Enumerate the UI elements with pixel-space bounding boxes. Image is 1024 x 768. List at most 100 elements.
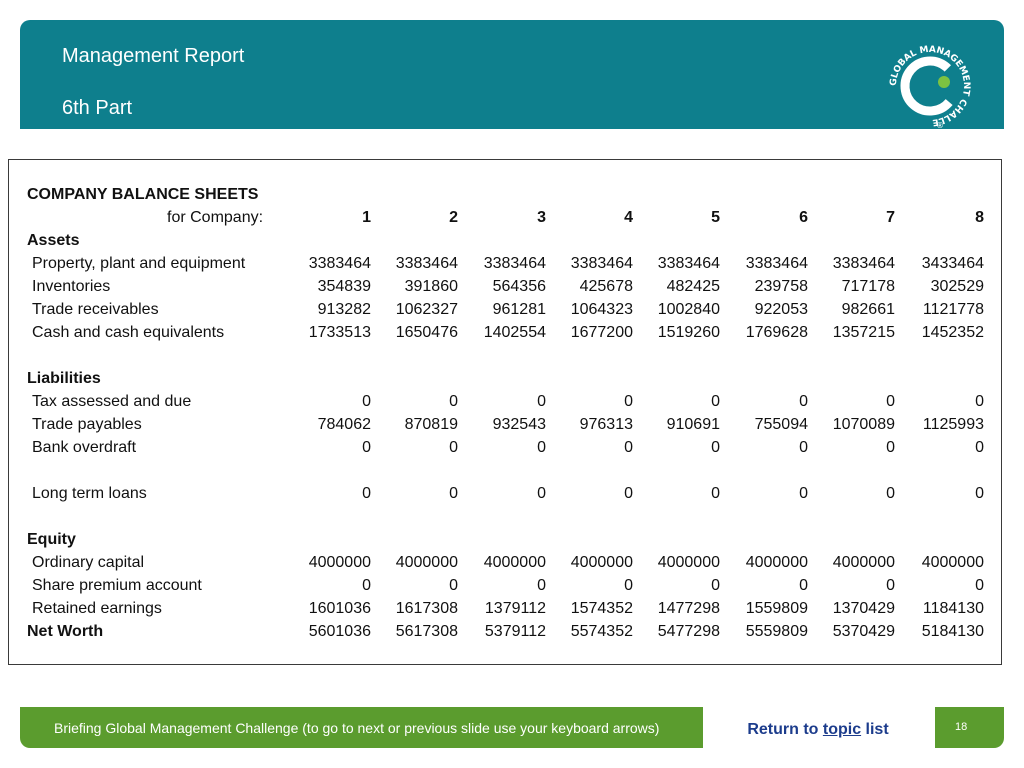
company-number: 4 xyxy=(624,209,633,226)
row-value: 0 xyxy=(624,577,633,594)
row-value: 4000000 xyxy=(745,554,808,571)
row-value: 1452352 xyxy=(921,324,984,341)
row-value: 0 xyxy=(711,485,720,502)
row-value: 0 xyxy=(975,485,984,502)
section-heading: Liabilities xyxy=(27,370,101,387)
row-value: 0 xyxy=(886,439,895,456)
row-value: 976313 xyxy=(579,416,633,433)
row-value: 1184130 xyxy=(922,600,984,617)
row-label: Inventories xyxy=(32,278,111,295)
net-worth-value: 5184130 xyxy=(921,623,984,640)
net-worth-value: 5617308 xyxy=(395,623,458,640)
row-value: 482425 xyxy=(666,278,720,295)
row-value: 3383464 xyxy=(308,255,371,272)
company-number: 1 xyxy=(362,209,371,226)
row-label: Ordinary capital xyxy=(32,554,145,571)
row-value: 1402554 xyxy=(483,324,546,341)
row-value: 1617308 xyxy=(395,600,458,617)
row-value: 1121778 xyxy=(922,301,984,318)
return-to-topic-list: Return to topic list xyxy=(703,707,933,748)
row-value: 0 xyxy=(624,439,633,456)
row-value: 0 xyxy=(711,577,720,594)
row-value: 0 xyxy=(799,393,808,410)
row-value: 755094 xyxy=(754,416,808,433)
row-value: 0 xyxy=(886,393,895,410)
row-value: 0 xyxy=(799,485,808,502)
company-number: 3 xyxy=(537,209,546,226)
row-value: 4000000 xyxy=(832,554,895,571)
row-value: 0 xyxy=(449,577,458,594)
row-value: 1733513 xyxy=(308,324,371,341)
row-value: 0 xyxy=(537,439,546,456)
section-heading: Equity xyxy=(27,531,76,548)
gmc-logo: GLOBAL MANAGEMENT CHALLENGE GC ® xyxy=(882,38,971,130)
row-value: 0 xyxy=(362,485,371,502)
section-heading: Assets xyxy=(27,232,80,249)
row-value: 4000000 xyxy=(657,554,720,571)
company-number: 5 xyxy=(711,209,720,226)
row-value: 1070089 xyxy=(832,416,895,433)
row-value: 391860 xyxy=(404,278,458,295)
row-value: 3383464 xyxy=(395,255,458,272)
row-value: 4000000 xyxy=(395,554,458,571)
row-label: Retained earnings xyxy=(32,600,162,617)
row-value: 0 xyxy=(537,393,546,410)
company-number: 2 xyxy=(449,209,458,226)
page-number: 18 xyxy=(955,721,968,733)
row-value: 0 xyxy=(449,439,458,456)
net-worth-value: 5379112 xyxy=(484,623,546,640)
row-value: 0 xyxy=(975,439,984,456)
slide-footer: Briefing Global Management Challenge (to… xyxy=(20,707,1004,748)
row-value: 0 xyxy=(886,485,895,502)
row-value: 982661 xyxy=(841,301,895,318)
topic-link[interactable]: topic xyxy=(822,721,862,738)
row-label: Cash and cash equivalents xyxy=(32,324,225,341)
row-value: 1125993 xyxy=(922,416,984,433)
net-worth-value: 5370429 xyxy=(832,623,895,640)
row-value: 1062327 xyxy=(395,301,458,318)
row-value: 1357215 xyxy=(832,324,895,341)
row-value: 870819 xyxy=(404,416,458,433)
row-value: 0 xyxy=(799,439,808,456)
company-number: 6 xyxy=(799,209,808,226)
row-value: 932543 xyxy=(492,416,546,433)
row-value: 0 xyxy=(449,393,458,410)
row-value: 0 xyxy=(537,485,546,502)
row-label: Long term loans xyxy=(32,485,147,502)
row-label: Share premium account xyxy=(32,577,202,594)
row-value: 784062 xyxy=(317,416,371,433)
row-value: 3383464 xyxy=(570,255,633,272)
footer-separator xyxy=(933,707,935,748)
row-value: 4000000 xyxy=(570,554,633,571)
row-value: 961281 xyxy=(492,301,546,318)
slide-header: Management Report 6th Part GLOBAL MANAGE… xyxy=(20,20,1004,130)
row-value: 3383464 xyxy=(657,255,720,272)
row-value: 302529 xyxy=(930,278,984,295)
slide-title: Management Report xyxy=(62,45,245,67)
row-value: 1677200 xyxy=(570,324,633,341)
row-value: 425678 xyxy=(579,278,633,295)
row-value: 0 xyxy=(975,393,984,410)
row-value: 564356 xyxy=(492,278,546,295)
row-value: 0 xyxy=(362,439,371,456)
net-worth-value: 5574352 xyxy=(570,623,633,640)
company-number: 8 xyxy=(975,209,984,226)
row-value: 354839 xyxy=(317,278,371,295)
registered-mark: ® xyxy=(936,121,944,130)
net-worth-value: 5559809 xyxy=(745,623,808,640)
row-label: Tax assessed and due xyxy=(32,393,192,410)
row-label: Trade receivables xyxy=(32,301,159,318)
row-value: 0 xyxy=(711,393,720,410)
net-worth-value: 5477298 xyxy=(657,623,720,640)
row-value: 1574352 xyxy=(570,600,633,617)
row-value: 3383464 xyxy=(745,255,808,272)
sheet-title: COMPANY BALANCE SHEETS xyxy=(27,186,259,203)
row-value: 0 xyxy=(362,577,371,594)
row-value: 1519260 xyxy=(657,324,720,341)
row-value: 913282 xyxy=(317,301,371,318)
net-worth-value: 5601036 xyxy=(308,623,371,640)
row-value: 0 xyxy=(886,577,895,594)
row-value: 0 xyxy=(537,577,546,594)
row-value: 1064323 xyxy=(570,301,633,318)
row-value: 4000000 xyxy=(921,554,984,571)
